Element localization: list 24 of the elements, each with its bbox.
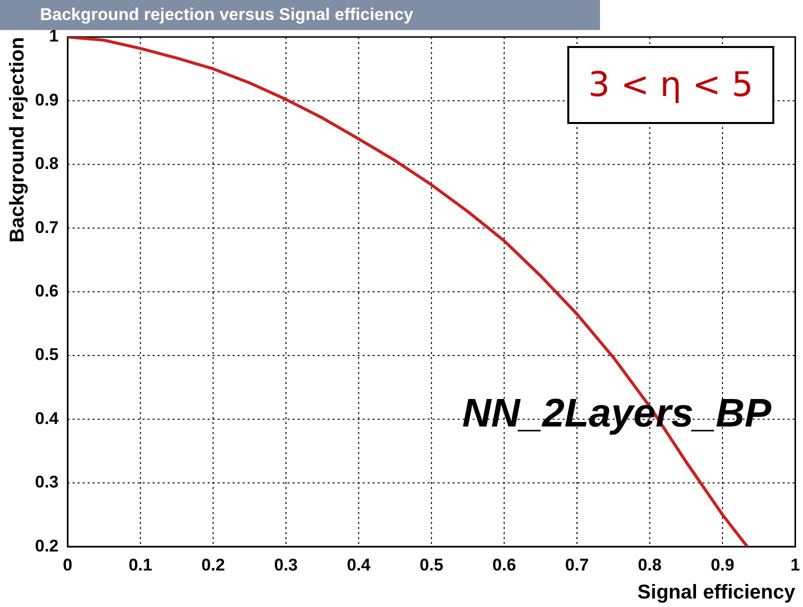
y-tick-label: 0.8	[34, 154, 59, 174]
y-tick-label: 0.4	[34, 408, 60, 428]
x-tick-label: 0.6	[492, 555, 516, 574]
y-tick-label: 1	[49, 26, 59, 46]
x-tick-label: 0.7	[565, 555, 589, 574]
x-tick-label: 0.3	[274, 555, 298, 574]
y-tick-label: 0.9	[34, 90, 59, 110]
x-axis-title: Signal efficiency	[637, 582, 796, 604]
x-tick-label: 0.8	[638, 555, 662, 574]
y-tick-label: 0.7	[34, 218, 59, 237]
x-tick-label: 0.4	[346, 555, 372, 574]
y-tick-label: 0.2	[34, 536, 59, 556]
y-tick-label: 0.6	[34, 281, 59, 300]
x-tick-label: 0	[62, 555, 72, 574]
x-tick-label: 0.5	[420, 555, 444, 574]
x-tick-label: 0.9	[710, 555, 734, 574]
y-tick-label: 0.3	[34, 472, 59, 492]
x-tick-label: 0.1	[128, 555, 152, 574]
x-tick-label: 0.2	[201, 555, 225, 574]
y-axis-title: Background rejection	[6, 37, 29, 243]
annotation: 3 < η < 5	[588, 64, 754, 105]
chart-title: Background rejection versus Signal efficiency	[40, 5, 414, 24]
y-tick-label: 0.5	[34, 345, 59, 364]
x-tick-label: 1	[790, 555, 800, 574]
